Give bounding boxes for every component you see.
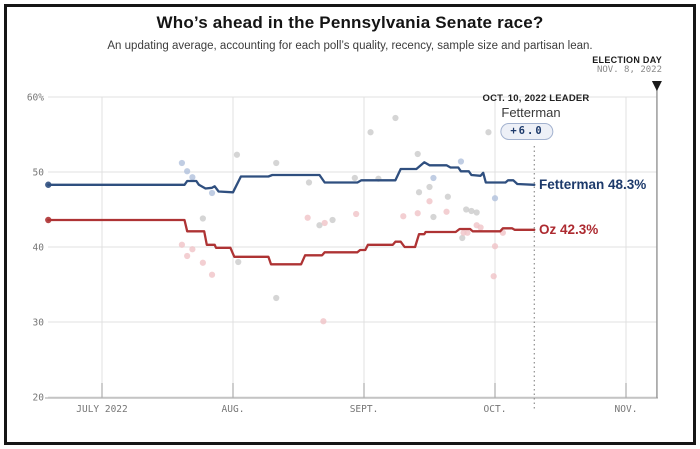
fetterman-end-label: Fetterman 48.3% xyxy=(539,177,647,192)
election-day-marker-icon xyxy=(651,81,662,91)
poll-dot-pink xyxy=(353,210,360,218)
x-axis-tick-label: SEPT. xyxy=(350,404,379,415)
poll-dot-gray xyxy=(233,151,241,158)
poll-dot-pink xyxy=(490,273,497,280)
poll-dot-gray xyxy=(235,258,242,266)
poll-dot-gray xyxy=(329,216,336,224)
poll-dot-pink xyxy=(304,214,311,221)
poll-dot-pink xyxy=(477,224,484,231)
poll-dot-pink xyxy=(320,318,327,325)
election-day-title: ELECTION DAY xyxy=(592,55,662,65)
poll-dot-gray xyxy=(392,114,399,122)
poll-dot-pink xyxy=(464,229,471,236)
poll-dot-gray xyxy=(463,206,470,213)
poll-dot-gray xyxy=(414,150,421,158)
poll-dot-gray xyxy=(305,179,313,186)
poll-dot-pink xyxy=(400,213,407,220)
leader-margin-pill: +6.0 xyxy=(500,121,554,140)
poll-dot-blue xyxy=(184,168,191,175)
poll-dot-pink xyxy=(491,243,499,250)
y-axis-tick-label: 40 xyxy=(33,243,45,254)
election-day-date: NOV. 8, 2022 xyxy=(596,65,662,76)
poll-dot-pink xyxy=(443,208,450,215)
poll-dot-gray xyxy=(351,174,358,182)
poll-dot-gray xyxy=(459,234,466,242)
poll-dot-blue xyxy=(208,189,216,197)
poll-dot-pink xyxy=(189,246,196,253)
poll-dot-gray xyxy=(273,159,280,167)
x-axis-tick-label: OCT. xyxy=(484,404,507,415)
poll-dot-gray xyxy=(316,222,323,229)
poll-dot-pink xyxy=(426,198,433,205)
trend-start-dot-fetterman xyxy=(45,181,52,188)
leader-name: Fetterman xyxy=(501,105,561,120)
poll-dot-pink xyxy=(208,271,216,278)
page-subtitle: An updating average, accounting for each… xyxy=(107,40,593,52)
trend-line-fetterman xyxy=(47,161,536,194)
poll-dot-gray xyxy=(426,183,433,191)
trend-start-dot-oz xyxy=(45,216,52,224)
poll-dot-gray xyxy=(430,213,437,221)
poll-dot-pink xyxy=(414,210,421,217)
y-axis-tick-label: 20 xyxy=(33,393,45,404)
page-title: Who’s ahead in the Pennsylvania Senate r… xyxy=(156,13,544,32)
oz-end-label: Oz 42.3% xyxy=(539,222,599,237)
poll-dot-gray xyxy=(444,193,451,200)
trend-line-oz xyxy=(47,218,536,266)
x-axis-tick-label: NOV. xyxy=(615,404,638,415)
poll-dot-pink xyxy=(321,219,328,227)
poll-dot-gray xyxy=(199,215,206,222)
x-axis-tick-label: JULY 2022 xyxy=(76,404,127,415)
y-axis-tick-label: 30 xyxy=(33,318,45,329)
leader-margin-value: +6.0 xyxy=(500,123,554,140)
poll-dot-blue xyxy=(189,174,196,181)
poll-dot-pink xyxy=(199,259,206,266)
leader-kicker: OCT. 10, 2022 LEADER xyxy=(482,93,590,104)
poll-dot-gray xyxy=(273,294,280,302)
election-day-label: ELECTION DAY NOV. 8, 2022 xyxy=(592,55,662,76)
poll-dot-pink xyxy=(178,241,186,248)
poll-dot-pink xyxy=(184,252,191,260)
poll-dot-gray xyxy=(367,129,374,136)
poll-dot-gray xyxy=(485,129,492,136)
poll-dot-gray xyxy=(415,189,423,196)
poll-dot-gray xyxy=(473,209,480,216)
poll-dot-blue xyxy=(178,159,186,167)
y-axis-tick-label: 60% xyxy=(27,93,44,104)
poll-dot-gray xyxy=(468,207,475,215)
poll-dot-blue xyxy=(491,195,499,202)
x-axis-tick-label: AUG. xyxy=(222,404,245,415)
poll-dot-blue xyxy=(457,158,465,165)
y-axis-tick-label: 50 xyxy=(33,168,45,179)
poll-dot-blue xyxy=(430,174,437,182)
